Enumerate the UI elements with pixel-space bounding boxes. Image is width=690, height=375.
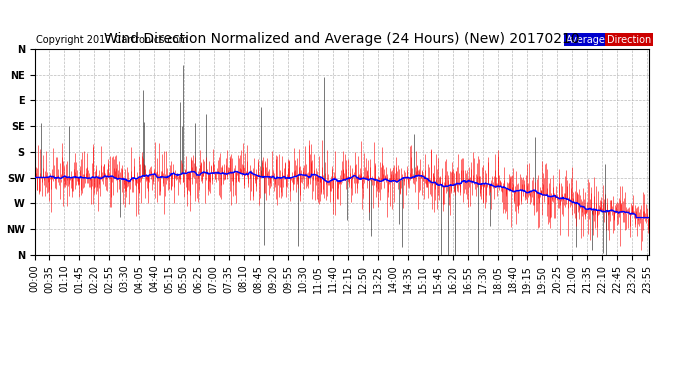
Title: Wind Direction Normalized and Average (24 Hours) (New) 20170210: Wind Direction Normalized and Average (2… bbox=[104, 32, 580, 46]
Text: Copyright 2017 Cartronics.com: Copyright 2017 Cartronics.com bbox=[36, 34, 188, 45]
Text: Average: Average bbox=[566, 34, 606, 45]
Text: Direction: Direction bbox=[607, 34, 651, 45]
